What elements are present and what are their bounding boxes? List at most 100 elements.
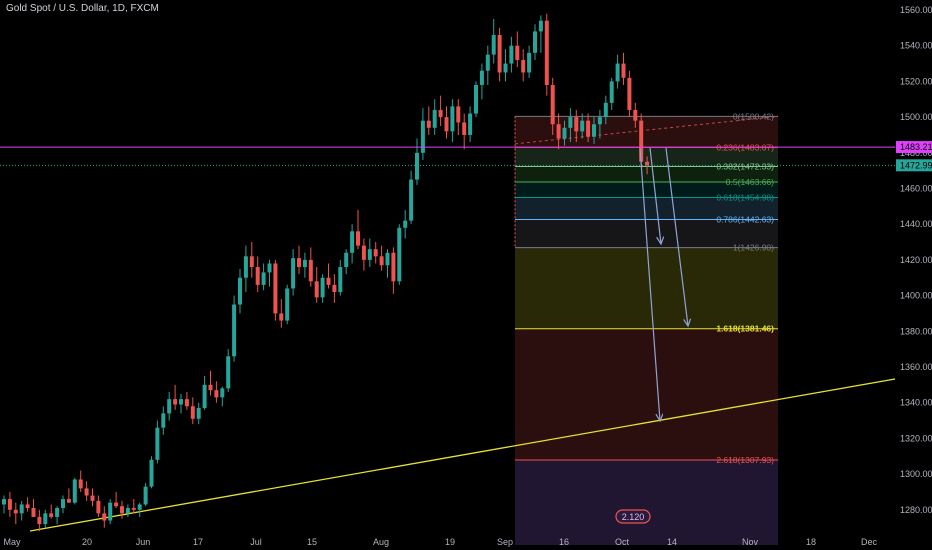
indicator-badge[interactable]: 2.120	[615, 509, 651, 524]
candle-body	[326, 277, 331, 285]
fib-zone	[515, 459, 778, 545]
time-tick-label: 14	[667, 537, 677, 547]
candle	[485, 45, 490, 85]
time-tick-label: Sep	[497, 537, 513, 547]
candle	[196, 402, 201, 425]
candle	[255, 256, 260, 293]
candle-body	[184, 399, 189, 407]
candle-body	[285, 288, 290, 321]
candle-body	[149, 459, 154, 487]
candle-body	[420, 120, 425, 153]
time-axis[interactable]: May 20 Jun 17 Jul 15 Aug 19 Sep 16 Oct 14 Nov 18 Dec	[3, 537, 877, 547]
candle	[367, 238, 372, 268]
fibonacci-retracement[interactable]: 0(1500.42)0.236(1483.07)0.382(1472.33)0.…	[514, 111, 779, 545]
candle	[143, 483, 148, 507]
candle	[179, 393, 183, 414]
candle-body	[462, 122, 467, 135]
candle-body	[249, 256, 254, 268]
trendline[interactable]	[29, 378, 896, 532]
candle-body	[592, 124, 596, 137]
candle	[438, 95, 443, 127]
candle-body	[356, 231, 360, 246]
candle	[550, 77, 555, 135]
price-lines	[0, 146, 895, 166]
candle-body	[66, 499, 71, 503]
price-marker-label: 1472.99	[900, 160, 932, 170]
time-tick-label: 20	[82, 537, 92, 547]
candle	[609, 77, 614, 110]
candle-body	[208, 384, 213, 391]
price-tick-label: 1540.00	[900, 41, 932, 51]
fib-level-label: 1.618(1381.46)	[716, 324, 774, 334]
candle	[291, 249, 296, 296]
candle-body	[397, 227, 402, 282]
candle-body	[7, 499, 12, 510]
candle	[243, 245, 248, 293]
candlestick-series	[2, 13, 650, 532]
price-tick-label: 1460.00	[900, 184, 932, 194]
candle-body	[639, 120, 644, 162]
candle-body	[627, 77, 632, 110]
price-marker-tag	[896, 159, 932, 172]
fib-level-label: 0.618(1454.98)	[716, 192, 774, 202]
candle-body	[202, 384, 207, 409]
candle-body	[432, 109, 437, 128]
price-axis[interactable]: 1280.00 1300.00 1320.00 1340.00 1360.00 1380.…	[896, 5, 932, 515]
candle-body	[320, 277, 325, 298]
candle-body	[155, 427, 160, 460]
candle	[468, 106, 473, 143]
candle-body	[609, 81, 614, 103]
price-tick-label: 1340.00	[900, 398, 932, 408]
candle	[633, 102, 638, 128]
fib-zone	[515, 197, 778, 220]
candle	[645, 156, 650, 175]
candle-body	[161, 413, 166, 428]
candle	[391, 247, 396, 294]
candle	[279, 299, 284, 328]
candle	[479, 63, 484, 100]
candle-body	[350, 231, 355, 253]
candle	[161, 406, 166, 435]
time-tick-label: 18	[806, 537, 816, 547]
candle	[72, 477, 77, 505]
candle-body	[468, 113, 473, 135]
candle	[261, 263, 266, 291]
candle-body	[267, 263, 272, 273]
candle	[167, 391, 172, 421]
candle	[409, 170, 414, 225]
candle-body	[302, 259, 307, 268]
candle-body	[273, 263, 278, 314]
candle	[420, 108, 425, 160]
candle	[509, 36, 514, 73]
candle-body	[597, 117, 602, 125]
candle-body	[373, 249, 378, 257]
fib-level-label: 2.618(1307.93)	[716, 455, 774, 465]
candle-body	[96, 500, 101, 514]
candle	[102, 506, 107, 528]
candle	[533, 24, 537, 60]
candle	[385, 249, 390, 278]
candle-body	[43, 513, 48, 525]
candle	[562, 120, 567, 146]
candle-body	[444, 117, 449, 132]
time-tick-label: Jun	[136, 537, 151, 547]
candle	[356, 209, 360, 250]
candle-body	[479, 70, 484, 85]
projection-arrows	[639, 147, 688, 421]
candle-body	[108, 502, 113, 521]
fib-zone	[515, 147, 778, 167]
candle-body	[556, 124, 561, 139]
time-tick-label: 15	[307, 537, 317, 547]
candle	[232, 295, 237, 362]
candle	[344, 249, 349, 275]
candle-body	[344, 252, 349, 268]
candle	[497, 27, 502, 82]
candle	[544, 13, 549, 96]
candle-body	[515, 45, 520, 60]
candle-body	[196, 408, 201, 419]
candle	[592, 117, 596, 144]
candle	[31, 499, 36, 517]
candle-body	[379, 256, 384, 266]
candle-body	[603, 102, 608, 118]
